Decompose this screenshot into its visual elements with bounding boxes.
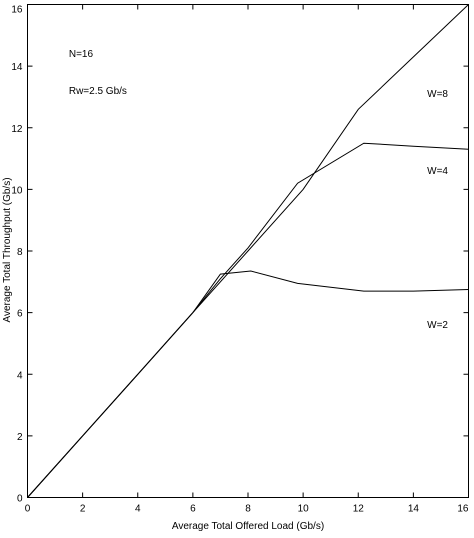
- annotation-label: W=2: [427, 320, 448, 331]
- x-axis-label: Average Total Offered Load (Gb/s): [172, 521, 324, 532]
- annotation-label: N=16: [69, 49, 94, 60]
- y-tick-label: 2: [17, 432, 23, 443]
- x-tick-label: 16: [457, 504, 469, 515]
- y-tick-label: 10: [11, 185, 23, 196]
- y-tick-label: 8: [17, 247, 23, 258]
- y-tick-label: 14: [11, 62, 23, 73]
- x-axis-ticks: 0 2 4 6 8 10 12 14 16: [25, 4, 469, 515]
- x-tick-label: 12: [353, 504, 365, 515]
- annotation-label: W=4: [427, 166, 448, 177]
- y-tick-label: 0: [17, 494, 23, 505]
- y-tick-label: 4: [17, 370, 23, 381]
- x-tick-label: 0: [25, 504, 31, 515]
- x-tick-label: 8: [245, 504, 251, 515]
- y-tick-label: 6: [17, 309, 23, 320]
- annotation-label: Rw=2.5 Gb/s: [69, 86, 127, 97]
- y-axis-label: Average Total Throughput (Gb/s): [2, 177, 13, 322]
- x-tick-label: 10: [298, 504, 310, 515]
- x-tick-label: 14: [408, 504, 420, 515]
- x-tick-label: 2: [80, 504, 86, 515]
- x-tick-label: 4: [135, 504, 141, 515]
- y-tick-label: 12: [11, 124, 23, 135]
- series-layer: [27, 4, 469, 498]
- y-tick-label: 16: [11, 5, 23, 16]
- annotation-label: W=8: [427, 89, 448, 100]
- annotation-layer: N=16 Rw=2.5 Gb/s W=8 W=4 W=2: [69, 49, 449, 331]
- series-line-w2: [27, 270, 469, 498]
- series-line-w4: [27, 142, 469, 498]
- y-axis-ticks: 0 2 4 6 8 10 12 14 16: [11, 4, 469, 505]
- x-tick-label: 6: [190, 504, 196, 515]
